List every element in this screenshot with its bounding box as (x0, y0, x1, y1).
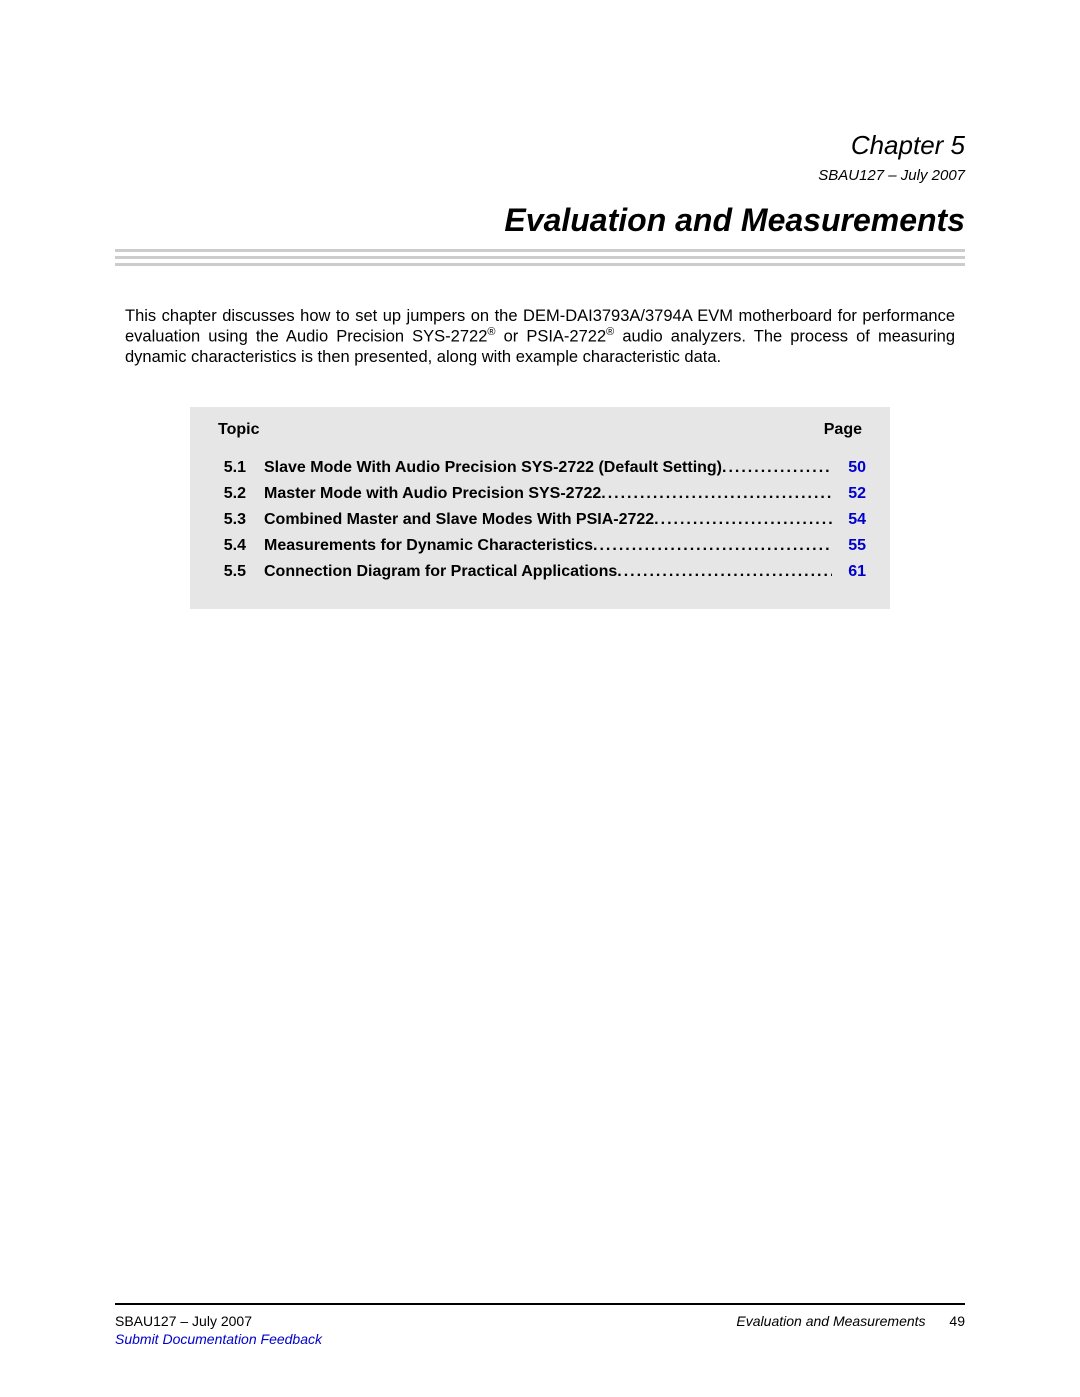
toc-page-link[interactable]: 54 (832, 511, 866, 529)
toc-leader-dots: ........................................… (601, 485, 832, 503)
header-rules (115, 249, 965, 266)
toc-leader-dots: ........................................… (617, 563, 832, 581)
toc-leader-dots: ........................................… (593, 537, 832, 555)
toc-section-title: Measurements for Dynamic Characteristics (264, 537, 593, 555)
page-title: Evaluation and Measurements (115, 202, 965, 239)
toc-row: 5.5Connection Diagram for Practical Appl… (214, 563, 866, 581)
toc-row: 5.2Master Mode with Audio Precision SYS-… (214, 485, 866, 503)
toc-row: 5.3Combined Master and Slave Modes With … (214, 511, 866, 529)
toc-section-title: Master Mode with Audio Precision SYS-272… (264, 485, 601, 503)
toc-page-link[interactable]: 52 (832, 485, 866, 503)
toc-section-title: Combined Master and Slave Modes With PSI… (264, 511, 654, 529)
toc-leader-dots: ........................................… (722, 459, 832, 477)
intro-text-2: or PSIA-2722 (495, 328, 606, 346)
doc-date: SBAU127 – July 2007 (115, 167, 965, 184)
toc-leader-dots: ........................................… (654, 511, 832, 529)
submit-feedback-link[interactable]: Submit Documentation Feedback (115, 1331, 965, 1347)
toc-header-page: Page (824, 421, 862, 439)
footer-title: Evaluation and Measurements (736, 1313, 925, 1329)
toc-page-link[interactable]: 61 (832, 563, 866, 581)
toc-section-number: 5.5 (214, 563, 264, 581)
toc-page-link[interactable]: 50 (832, 459, 866, 477)
footer-page-number: 49 (949, 1313, 965, 1329)
toc-section-title: Slave Mode With Audio Precision SYS-2722… (264, 459, 722, 477)
toc-section-number: 5.2 (214, 485, 264, 503)
intro-paragraph: This chapter discusses how to set up jum… (115, 306, 965, 367)
toc-row: 5.1Slave Mode With Audio Precision SYS-2… (214, 459, 866, 477)
toc-page-link[interactable]: 55 (832, 537, 866, 555)
toc-section-number: 5.1 (214, 459, 264, 477)
toc-section-number: 5.4 (214, 537, 264, 555)
toc-section-number: 5.3 (214, 511, 264, 529)
toc-section-title: Connection Diagram for Practical Applica… (264, 563, 617, 581)
toc-box: Topic Page 5.1Slave Mode With Audio Prec… (190, 407, 890, 609)
chapter-label: Chapter 5 (115, 130, 965, 161)
toc-header-topic: Topic (218, 421, 259, 439)
footer-doc-id: SBAU127 – July 2007 (115, 1313, 252, 1329)
toc-row: 5.4Measurements for Dynamic Characterist… (214, 537, 866, 555)
page-footer: SBAU127 – July 2007 Evaluation and Measu… (115, 1303, 965, 1347)
